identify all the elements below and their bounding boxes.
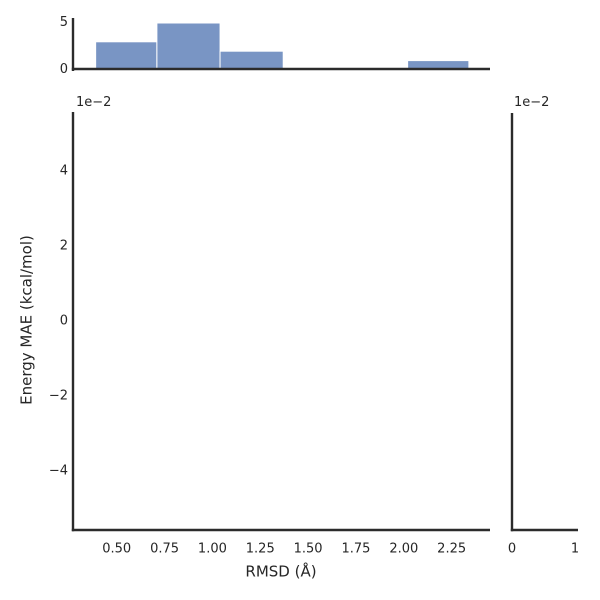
main-ytick-label: −2 xyxy=(49,389,68,404)
histogram-bar xyxy=(156,22,221,71)
main-ytick-label: −4 xyxy=(49,464,68,479)
main-ytick-label: 0 xyxy=(60,314,68,329)
main-xtick-label: 2.25 xyxy=(437,542,466,557)
x-axis-label: RMSD (Å) xyxy=(245,562,317,581)
right-hist-xtick-label: 0 xyxy=(508,542,516,557)
main-xtick-label: 2.00 xyxy=(389,542,418,557)
main-xtick-label: 1.75 xyxy=(341,542,370,557)
top-hist-ytick-label: 0 xyxy=(60,62,68,77)
y-axis-label: Energy MAE (kcal/mol) xyxy=(17,235,36,405)
main-ytick-label: 4 xyxy=(60,164,68,179)
main-xtick-label: 0.75 xyxy=(150,542,179,557)
marginal-y-axis-offset-label: 1e−2 xyxy=(514,95,550,110)
top-hist-ytick-label: 5 xyxy=(60,15,68,30)
main-xtick-label: 1.25 xyxy=(246,542,275,557)
main-ytick-label: 2 xyxy=(60,239,68,254)
main-y-axis-offset-label: 1e−2 xyxy=(76,95,112,110)
right-hist-xtick-label: 1 xyxy=(571,542,579,557)
main-xtick-label: 1.50 xyxy=(294,542,323,557)
main-xtick-label: 1.00 xyxy=(198,542,227,557)
histogram-bar xyxy=(95,41,158,71)
main-xtick-label: 0.50 xyxy=(102,542,131,557)
histogram-bar xyxy=(219,50,284,71)
